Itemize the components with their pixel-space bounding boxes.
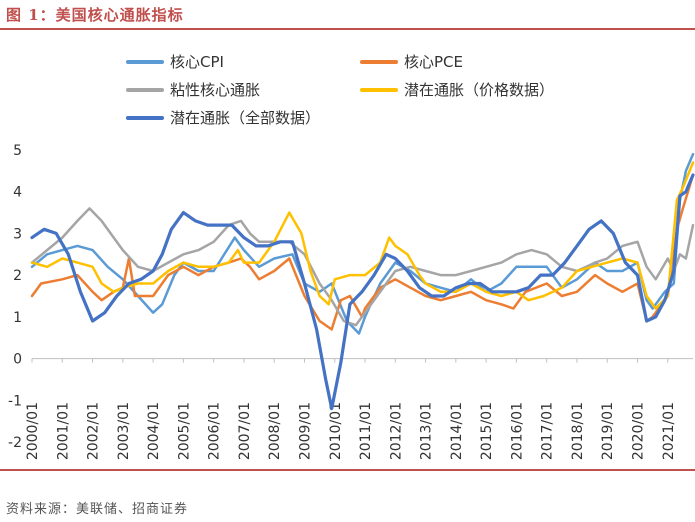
- x-tick-label: 2017/01: [540, 402, 556, 460]
- y-tick-label: 4: [13, 185, 22, 201]
- y-tick-label: -2: [8, 435, 22, 451]
- x-tick-label: 2012/01: [388, 402, 404, 460]
- y-tick-label: 2: [13, 268, 22, 284]
- source-note: 资料来源：美联储、招商证券: [6, 502, 189, 517]
- legend-label: 粘性核心通胀: [170, 81, 260, 99]
- x-tick-label: 2000/01: [25, 402, 41, 460]
- y-tick-label: -1: [8, 393, 22, 409]
- y-axis: -2 -1 0 1 2 3 4 5: [8, 143, 22, 451]
- x-tick-label: 2021/01: [661, 402, 677, 460]
- series-line-4: [30, 161, 695, 310]
- series-line-3: [30, 207, 695, 327]
- x-tick-label: 2002/01: [86, 402, 102, 460]
- y-tick-label: 0: [13, 352, 22, 368]
- x-tick-label: 2003/01: [116, 402, 132, 460]
- x-tick-label: 2011/01: [358, 402, 374, 460]
- x-tick-label: 2018/01: [570, 402, 586, 460]
- y-tick-label: 3: [13, 226, 22, 242]
- bottom-rule: [0, 469, 695, 471]
- y-tick-label: 1: [13, 310, 22, 326]
- series-line-1: [30, 152, 695, 335]
- x-tick-label: 2004/01: [146, 402, 162, 460]
- x-tick-label: 2001/01: [55, 402, 71, 460]
- x-tick-label: 2015/01: [479, 402, 495, 460]
- legend-label: 核心PCE: [404, 53, 463, 71]
- x-tick-label: 2020/01: [631, 402, 647, 460]
- x-tick-label: 2005/01: [176, 402, 192, 460]
- series-line-5: [30, 173, 695, 411]
- x-tick-label: 2009/01: [297, 402, 313, 460]
- legend-label: 潜在通胀（全部数据）: [170, 109, 320, 127]
- legend-label: 核心CPI: [170, 53, 224, 71]
- figure-title: 图 1：美国核心通胀指标: [6, 6, 184, 24]
- x-tick-label: 2014/01: [449, 402, 465, 460]
- series-line-2: [30, 173, 695, 331]
- legend: 核心CPI 核心PCE 粘性核心通胀 潜在通胀（价格数据） 潜在通胀（全部数据）: [126, 53, 554, 127]
- x-tick-label: 2007/01: [237, 402, 253, 460]
- x-tick-label: 2019/01: [600, 402, 616, 460]
- x-tick-label: 2006/01: [207, 402, 223, 460]
- x-tick-label: 2008/01: [267, 402, 283, 460]
- series-group: [30, 152, 695, 411]
- x-tick-label: 2016/01: [509, 402, 525, 460]
- x-tick-label: 2010/01: [328, 402, 344, 460]
- y-tick-label: 5: [13, 143, 22, 159]
- x-tick-label: 2013/01: [419, 402, 435, 460]
- x-axis: 2000/01 2001/01 2002/01 2003/01 2004/01 2005/…: [25, 358, 693, 460]
- title-rule: [0, 28, 695, 30]
- legend-label: 潜在通胀（价格数据）: [404, 81, 554, 99]
